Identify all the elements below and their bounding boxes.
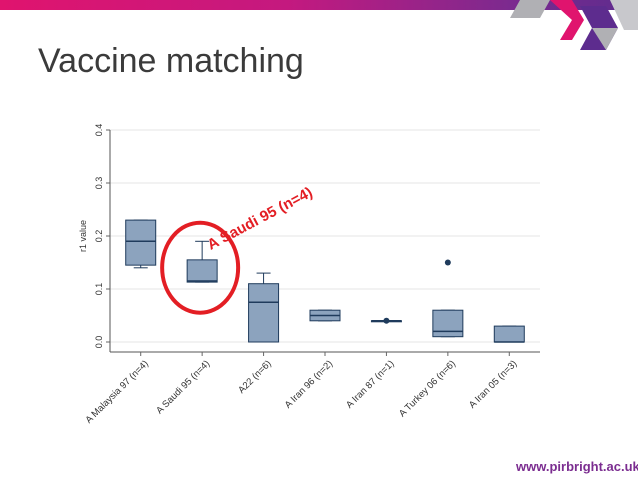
outlier-point <box>383 317 390 324</box>
y-tick-label: 0.3 <box>94 177 104 190</box>
y-tick-label: 0.4 <box>94 124 104 137</box>
y-tick-label: 0.1 <box>94 283 104 296</box>
top-gradient-bar <box>0 0 638 10</box>
x-tick-label: A Turkey 06 (n=6) <box>397 358 458 419</box>
box <box>493 325 525 343</box>
box <box>186 259 218 283</box>
y-axis-label: r1 value <box>78 220 88 252</box>
hexagon-logo-icon <box>510 0 638 50</box>
highlight-circle <box>160 220 241 315</box>
y-tick-label: 0.2 <box>94 230 104 243</box>
slide-title: Vaccine matching <box>38 42 304 80</box>
box <box>432 309 464 338</box>
highlight-annotation: A Saudi 95 (n=4) <box>205 184 316 254</box>
x-tick-label: A Saudi 95 (n=4) <box>154 358 212 416</box>
x-tick-label: A Malaysia 97 (n=4) <box>83 358 150 425</box>
box <box>248 283 280 343</box>
footer-url: www.pirbright.ac.uk <box>516 459 638 474</box>
box <box>125 219 157 266</box>
x-tick-label: A22 (n=6) <box>236 358 273 395</box>
x-tick-label: A Iran 96 (n=2) <box>283 358 335 410</box>
x-tick-label: A Iran 87 (n=1) <box>344 358 396 410</box>
y-tick-label: 0.0 <box>94 336 104 349</box>
outlier-point <box>444 259 451 266</box>
x-tick-label: A Iran 05 (n=3) <box>467 358 519 410</box>
